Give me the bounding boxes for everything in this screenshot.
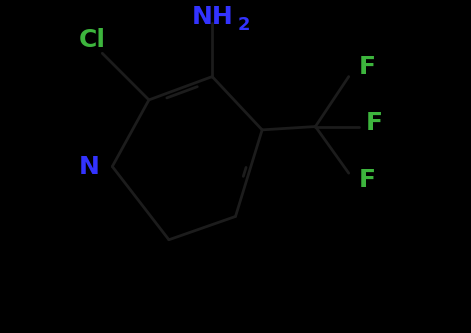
- Text: F: F: [359, 168, 376, 192]
- Text: N: N: [79, 155, 100, 178]
- Text: F: F: [365, 111, 382, 135]
- Text: Cl: Cl: [79, 28, 106, 52]
- Text: 2: 2: [237, 16, 250, 34]
- Text: F: F: [359, 55, 376, 79]
- Text: NH: NH: [192, 5, 234, 29]
